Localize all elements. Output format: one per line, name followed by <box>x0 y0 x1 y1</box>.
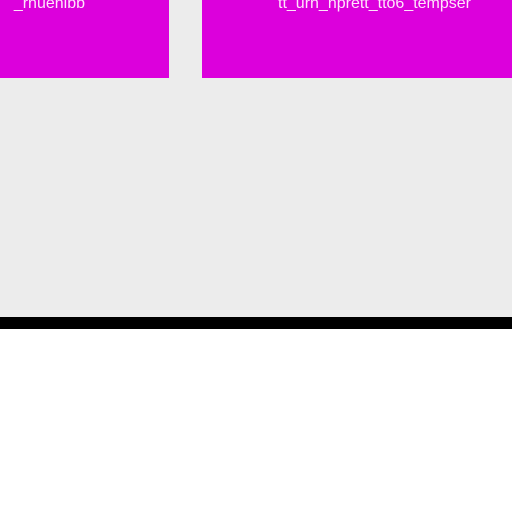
tile-button-left[interactable]: _rnuenibb <box>0 0 169 78</box>
divider-bar <box>0 317 512 329</box>
tile-button-right[interactable]: tt_urn_nprett_tto6_tempser <box>202 0 512 78</box>
tile-label-right: tt_urn_nprett_tto6_tempser <box>278 0 472 12</box>
empty-area <box>0 329 512 512</box>
tile-label-left: _rnuenibb <box>13 0 85 12</box>
content-panel: _rnuenibb tt_urn_nprett_tto6_tempser <box>0 0 512 317</box>
